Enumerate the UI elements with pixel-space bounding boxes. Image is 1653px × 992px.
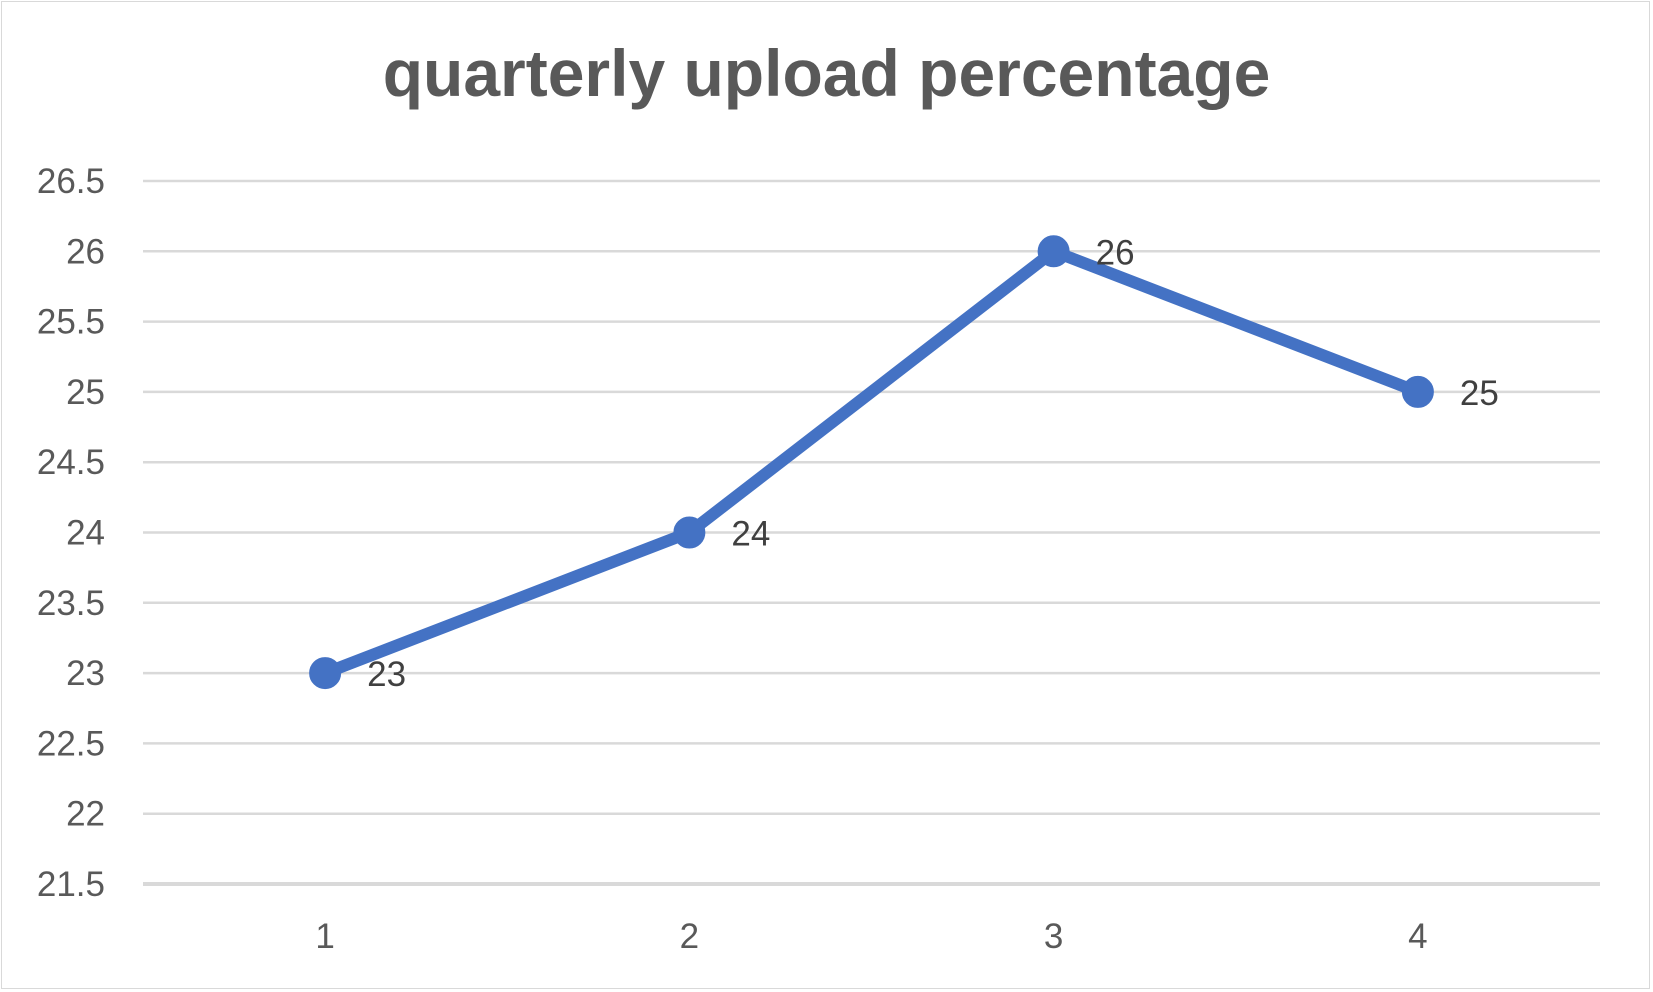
- series-line-group: [319, 245, 1424, 680]
- y-tick-label: 22: [66, 795, 105, 834]
- y-tick-label: 25.5: [37, 303, 105, 342]
- data-label: 23: [367, 655, 406, 694]
- x-tick-label: 2: [680, 917, 699, 956]
- y-tick-label: 25: [66, 373, 105, 412]
- series-line: [319, 245, 1424, 680]
- data-point: [1037, 235, 1070, 268]
- data-point: [309, 657, 342, 690]
- chart-title: quarterly upload percentage: [382, 36, 1271, 110]
- x-tick-label: 3: [1044, 917, 1063, 956]
- y-tick-label: 21.5: [37, 865, 105, 904]
- y-tick-label: 23.5: [37, 584, 105, 623]
- data-point: [1401, 375, 1434, 408]
- data-labels: 23 24 26 25: [367, 233, 1499, 694]
- y-tick-label: 24: [66, 514, 105, 553]
- y-tick-label: 23: [66, 654, 105, 693]
- data-label: 26: [1096, 233, 1135, 272]
- data-label: 24: [731, 515, 770, 554]
- y-tick-label: 26.5: [37, 162, 105, 201]
- data-points: [309, 235, 1434, 690]
- x-tick-label: 1: [315, 917, 334, 956]
- y-axis-tick-labels: 21.5 22 22.5 23 23.5 24 24.5 25 25.5 26 26.5: [37, 162, 105, 904]
- x-tick-label: 4: [1408, 917, 1427, 956]
- y-tick-label: 24.5: [37, 443, 105, 482]
- data-point: [673, 516, 706, 549]
- data-label: 25: [1460, 374, 1499, 413]
- y-tick-label: 26: [66, 232, 105, 271]
- gridlines: [143, 179, 1600, 886]
- y-tick-label: 22.5: [37, 724, 105, 763]
- x-axis-tick-labels: 1 2 3 4: [315, 917, 1427, 956]
